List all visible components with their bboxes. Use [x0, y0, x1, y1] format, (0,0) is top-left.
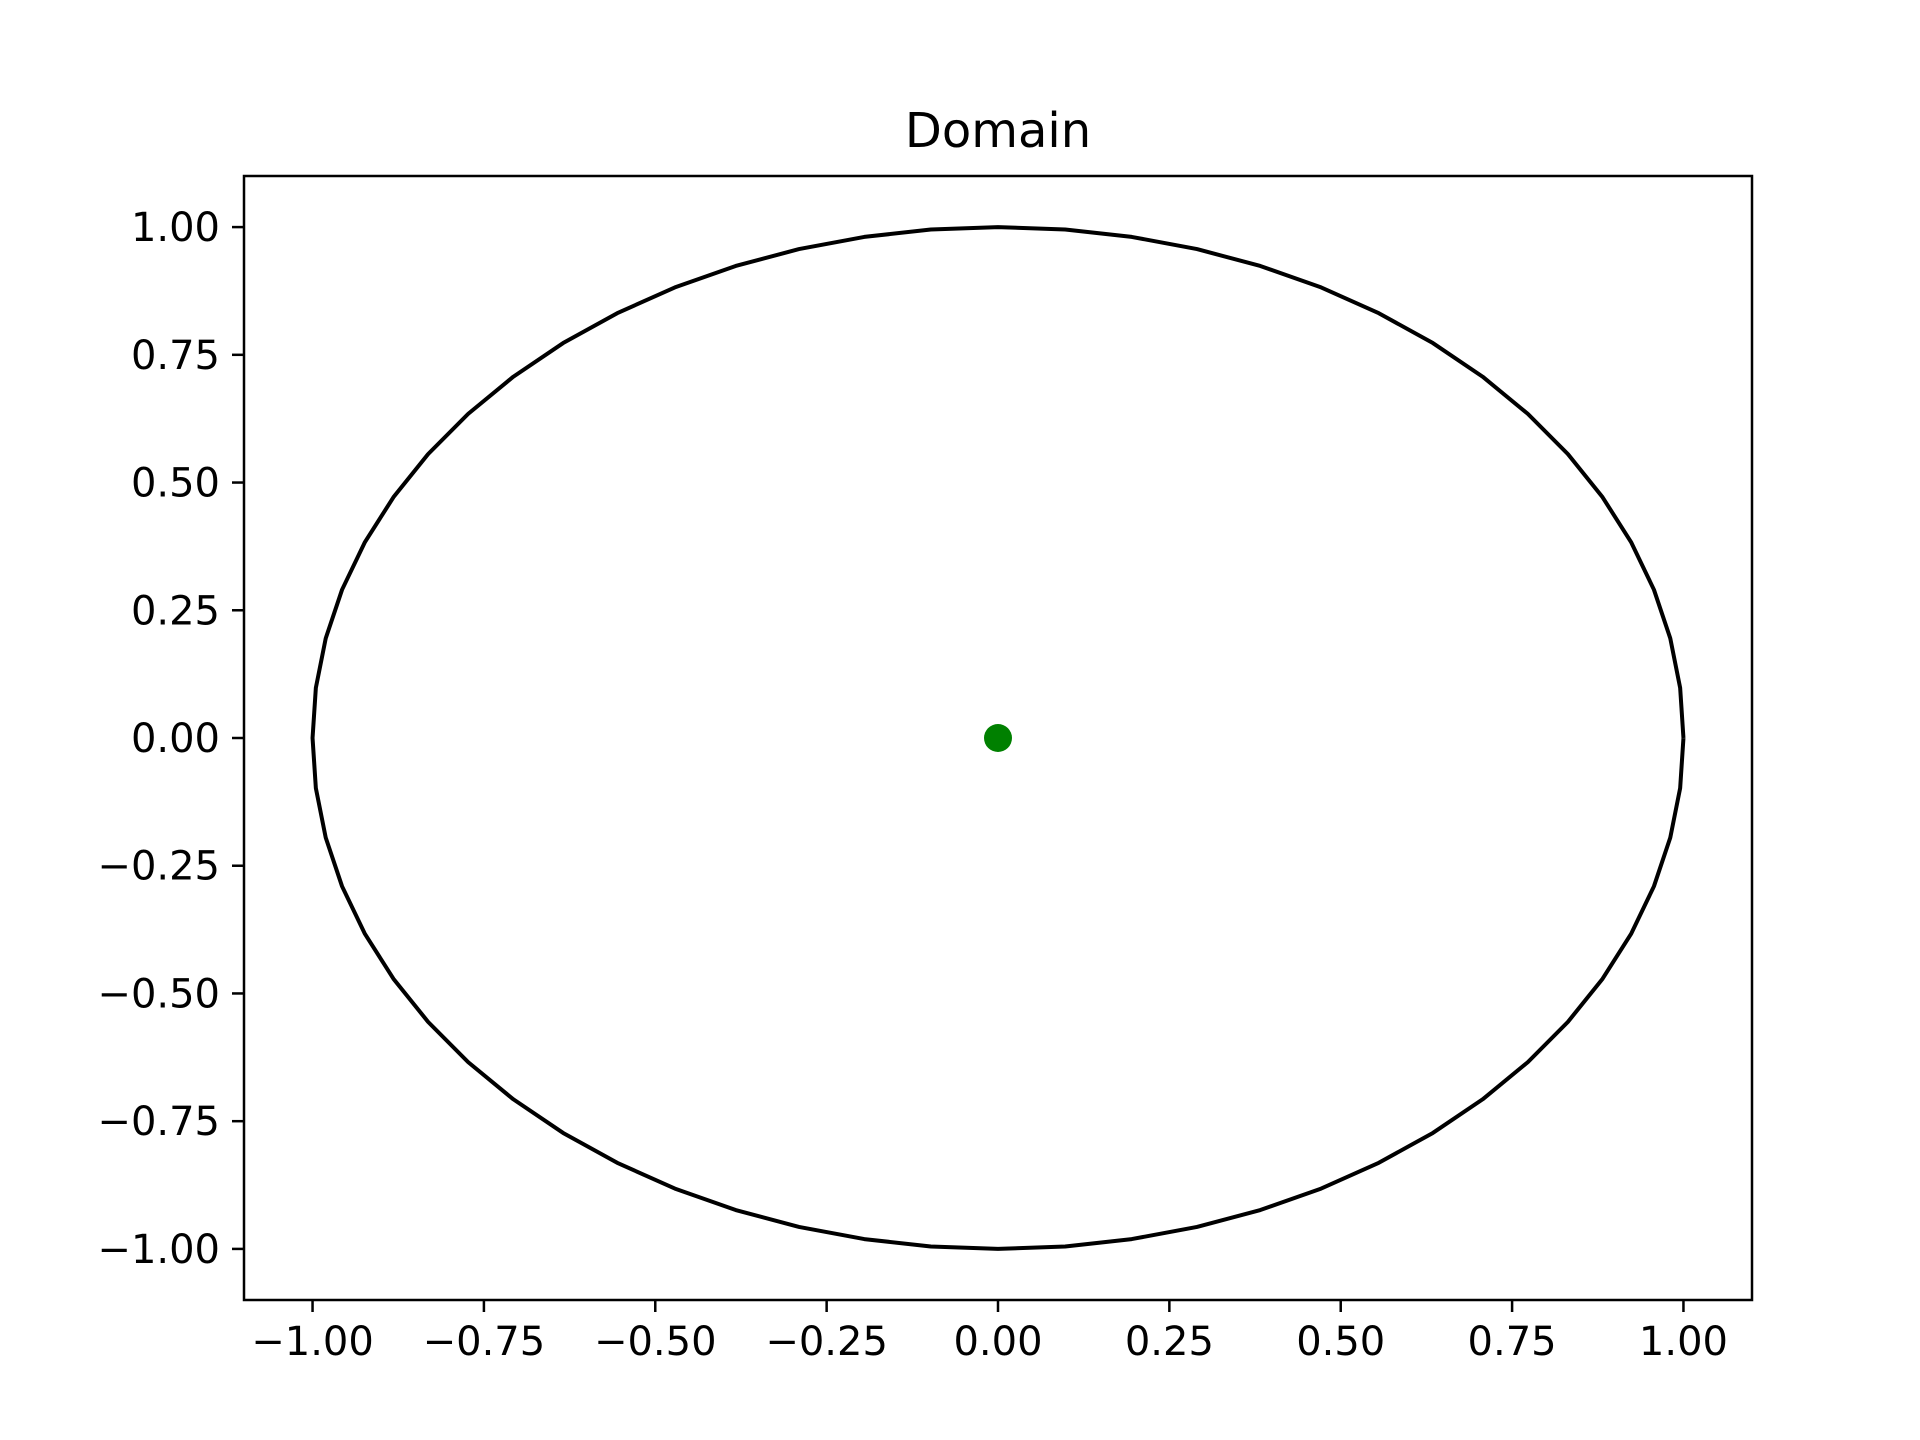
y-tick-label: −1.00	[97, 1227, 220, 1273]
x-tick-label: −0.50	[594, 1319, 717, 1365]
x-tick-label: 0.50	[1296, 1319, 1385, 1365]
x-tick-label: 0.75	[1468, 1319, 1557, 1365]
y-tick-label: 0.25	[131, 588, 220, 634]
x-tick-label: 0.25	[1125, 1319, 1214, 1365]
plot-frame	[242, 174, 1754, 1302]
y-tick-label: −0.75	[97, 1099, 220, 1145]
x-tick-label: 0.00	[953, 1319, 1042, 1365]
y-tick-label: 1.00	[131, 205, 220, 251]
y-tick-label: −0.50	[97, 971, 220, 1017]
y-axis: 1.00 0.75 0.50 0.25 0.00 −0.25 −0.50 −0.75 −1.00	[97, 205, 244, 1273]
center-point	[984, 724, 1012, 752]
x-axis: −1.00 −0.75 −0.50 −0.25 0.00 0.25 0.50 0.75 1.00	[251, 1300, 1728, 1365]
y-tick-label: 0.00	[131, 716, 220, 762]
plot-area	[310, 225, 1686, 1251]
y-tick-label: 0.50	[131, 461, 220, 507]
chart-title: Domain	[905, 103, 1091, 159]
x-tick-label: 1.00	[1639, 1319, 1728, 1365]
y-tick-label: −0.25	[97, 844, 220, 890]
y-tick-label: 0.75	[131, 333, 220, 379]
circle-boundary-line	[310, 225, 1686, 1251]
x-tick-label: −0.25	[765, 1319, 888, 1365]
x-tick-label: −1.00	[251, 1319, 374, 1365]
x-tick-label: −0.75	[423, 1319, 546, 1365]
